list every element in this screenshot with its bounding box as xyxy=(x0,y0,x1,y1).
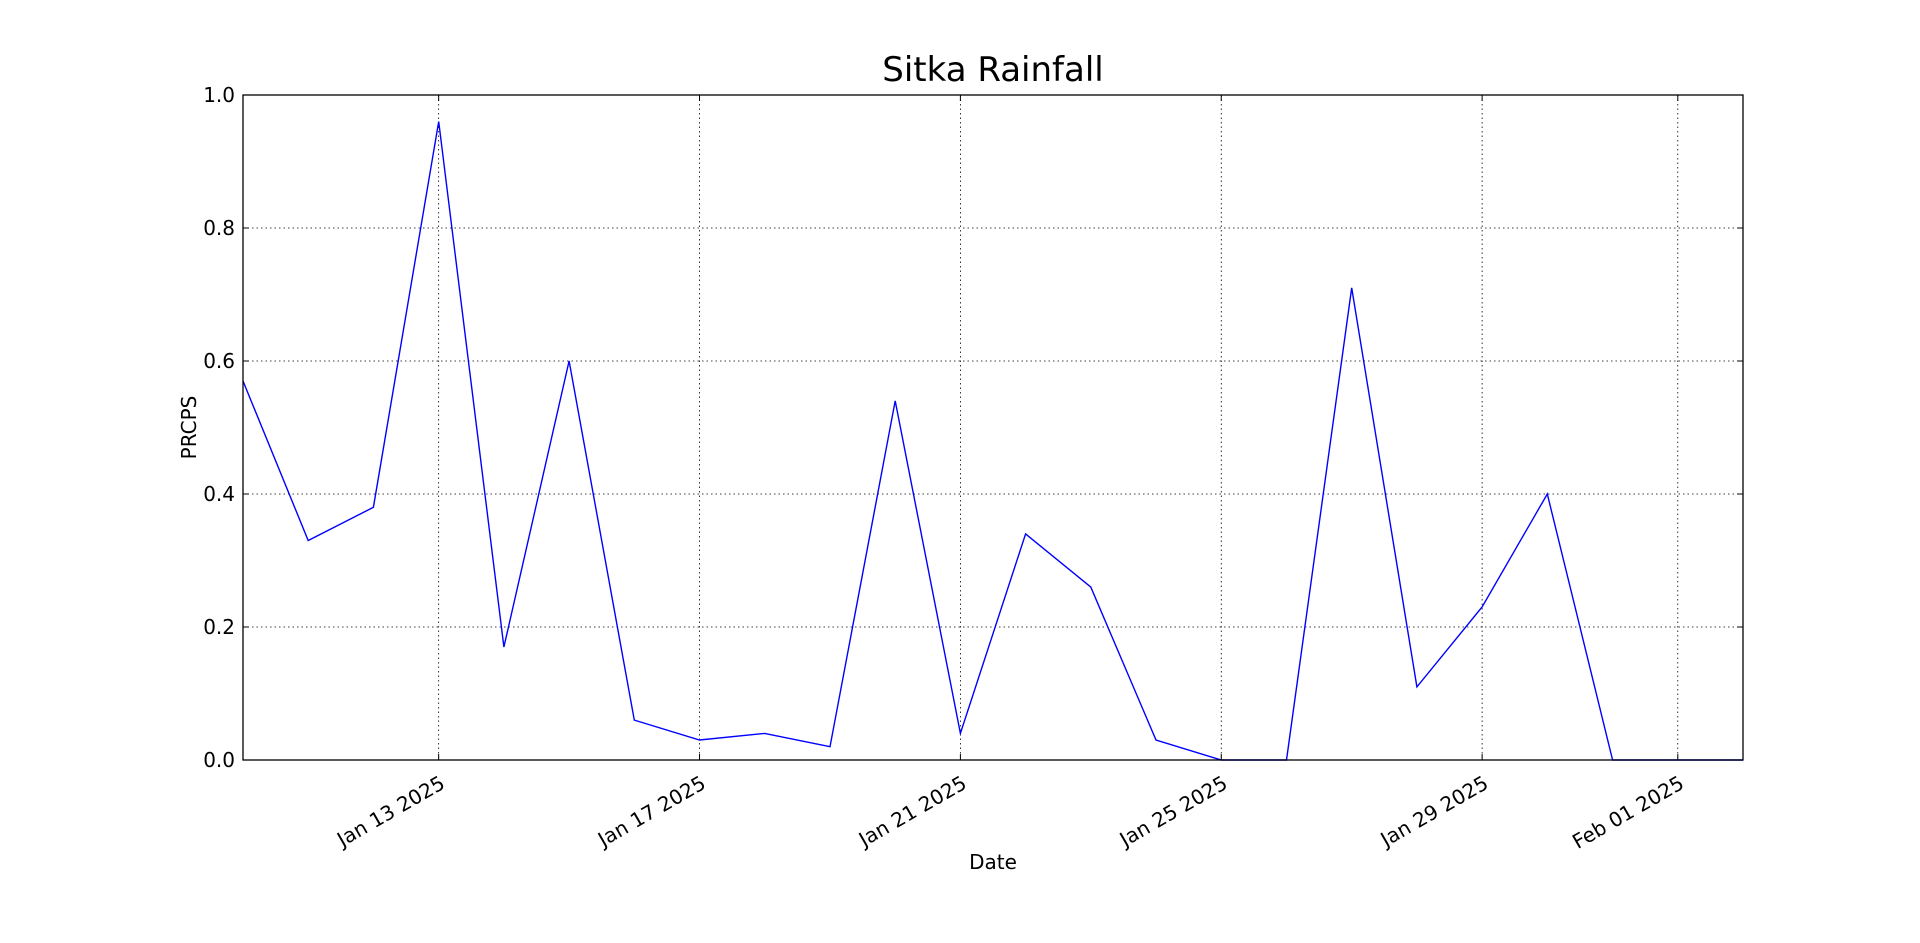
x-tick-label: Jan 25 2025 xyxy=(1114,771,1232,853)
y-tick-label: 1.0 xyxy=(203,83,235,107)
x-tick-label: Jan 13 2025 xyxy=(331,771,449,853)
x-tick-label: Jan 29 2025 xyxy=(1375,771,1493,853)
plot-frame xyxy=(242,94,1744,761)
series-layer xyxy=(242,121,1744,761)
x-axis-label: Date xyxy=(969,850,1017,874)
y-axis-label: PRCPS xyxy=(177,396,201,460)
y-tick-label: 0.2 xyxy=(203,615,235,639)
series-line xyxy=(242,121,1743,761)
chart-title: Sitka Rainfall xyxy=(882,50,1104,90)
y-tick-label: 0.6 xyxy=(203,349,235,373)
x-tick-label: Jan 21 2025 xyxy=(853,771,971,853)
y-tick-label: 0.8 xyxy=(203,216,235,240)
grid xyxy=(243,94,1743,761)
y-tick-label: 0.4 xyxy=(203,482,235,506)
x-tick-label: Jan 17 2025 xyxy=(592,771,710,853)
x-tick-label: Feb 01 2025 xyxy=(1568,771,1688,854)
ticks: 0.0 0.2 0.4 0.6 0.8 1.0 Jan 13 2025 Jan 17 2025… xyxy=(203,83,1743,854)
y-tick-label: 0.0 xyxy=(203,748,235,772)
